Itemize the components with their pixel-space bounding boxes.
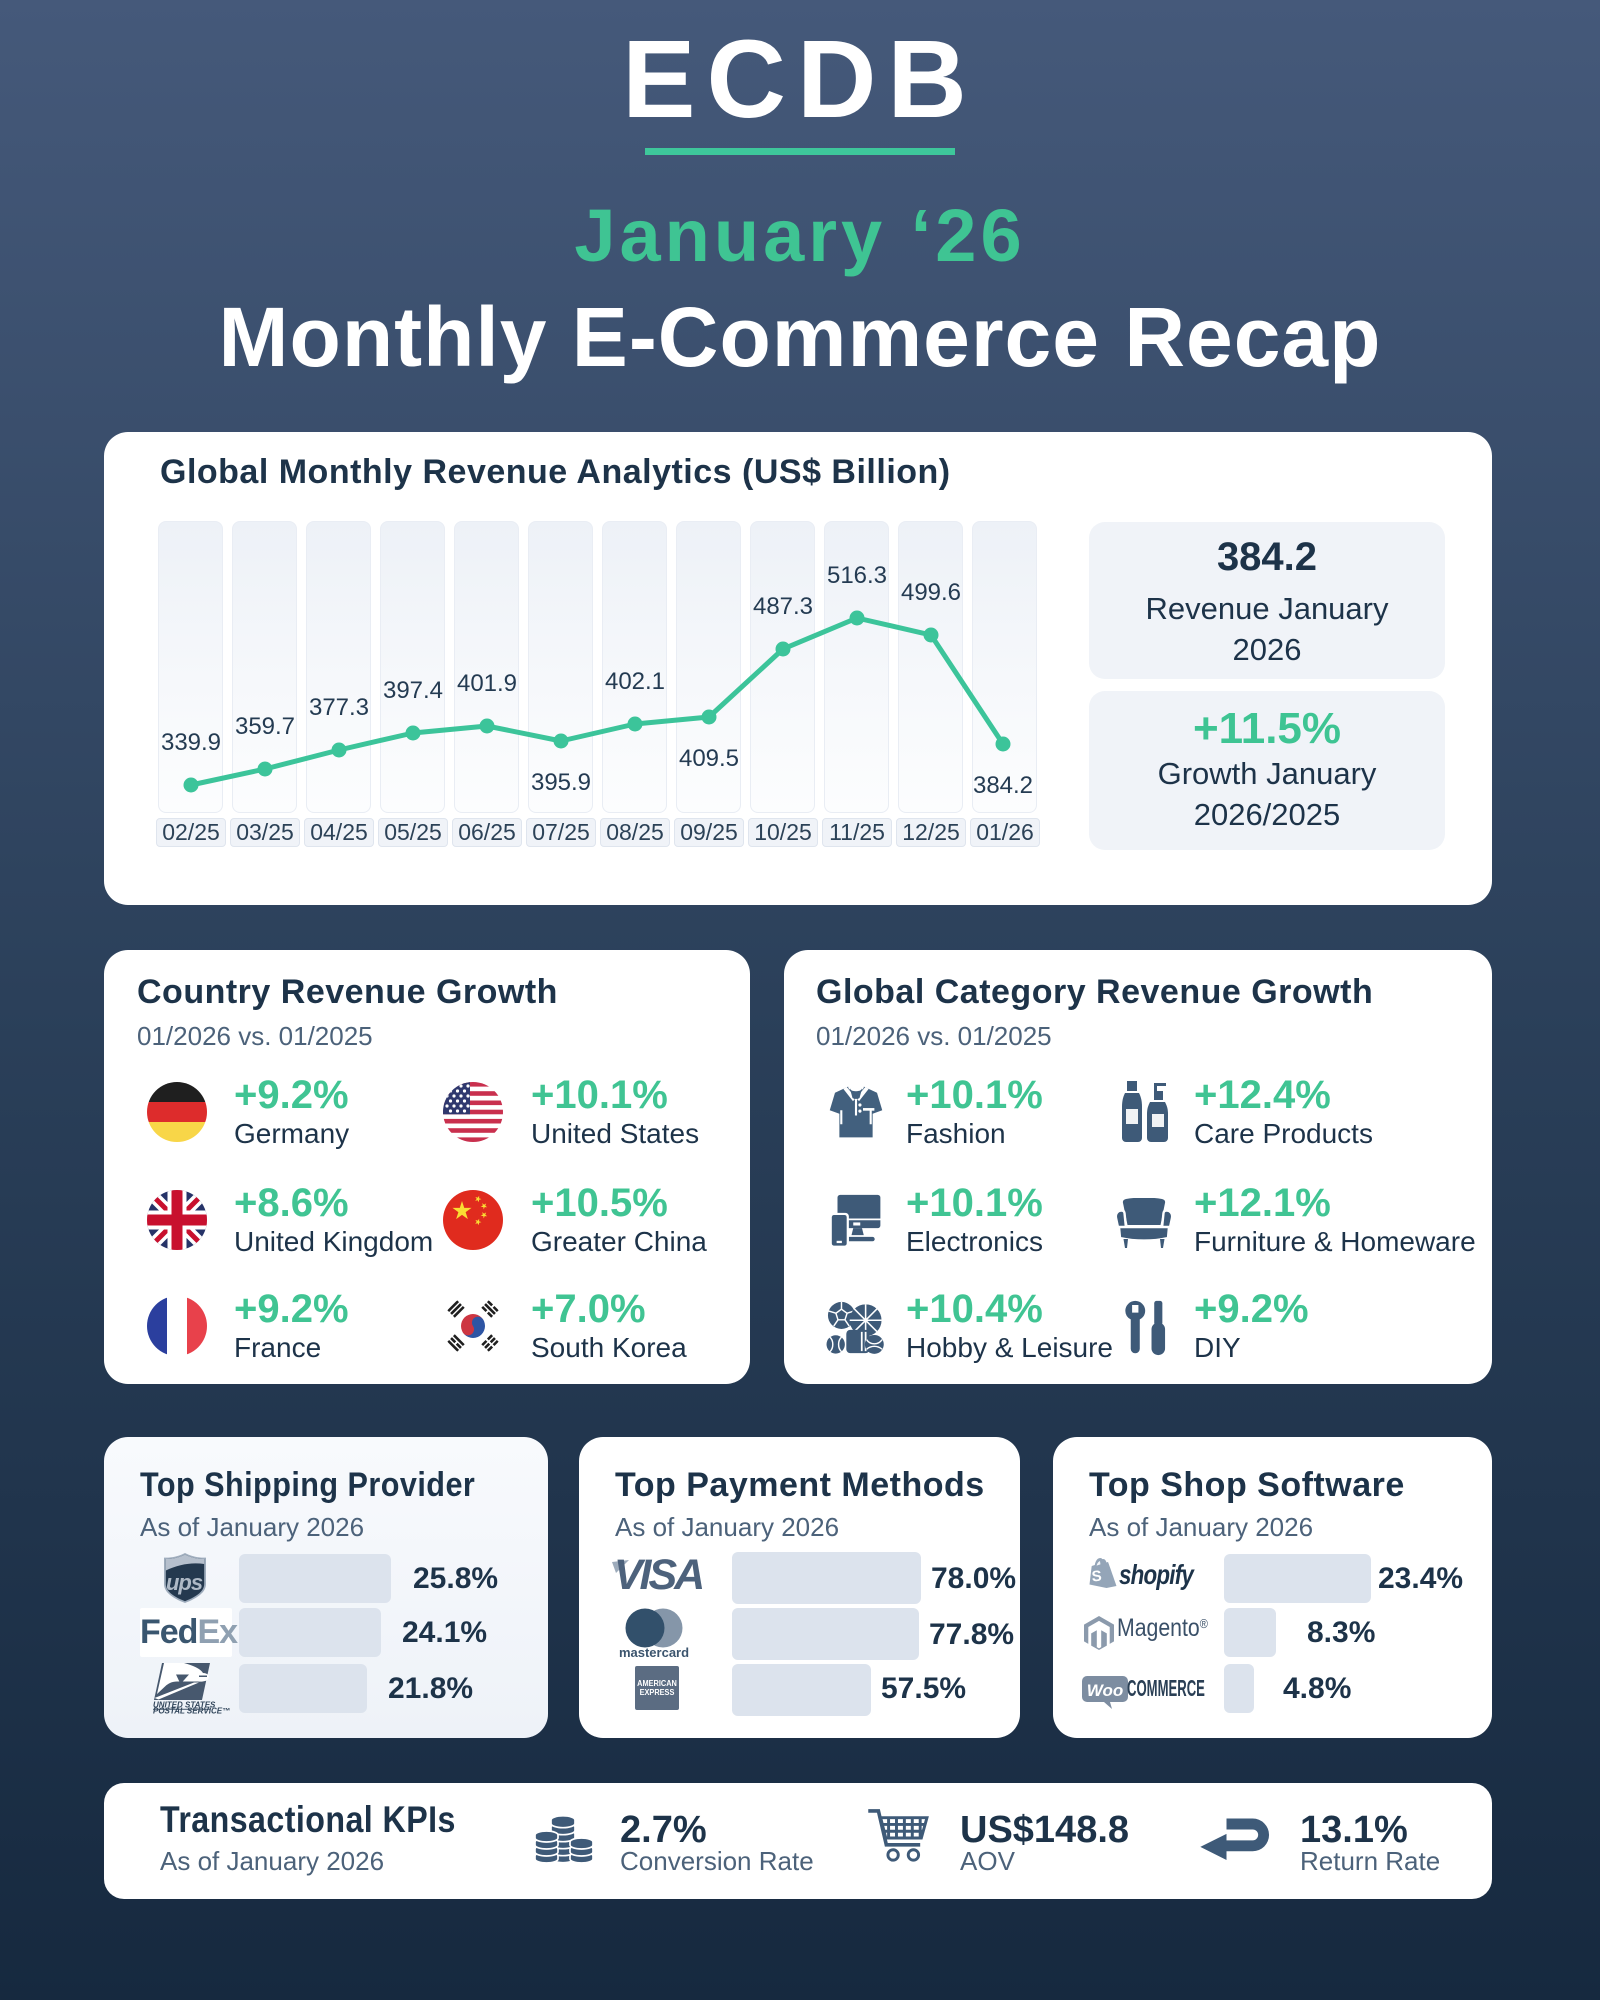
svg-text:UNITED STATES: UNITED STATES <box>153 1701 216 1710</box>
svg-text:POSTAL SERVICE™: POSTAL SERVICE™ <box>153 1707 230 1716</box>
svg-text:mastercard: mastercard <box>619 1645 689 1660</box>
svg-text:ups: ups <box>166 1570 203 1595</box>
svg-text:Woo: Woo <box>1087 1681 1124 1700</box>
svg-text:S: S <box>1091 1568 1102 1586</box>
